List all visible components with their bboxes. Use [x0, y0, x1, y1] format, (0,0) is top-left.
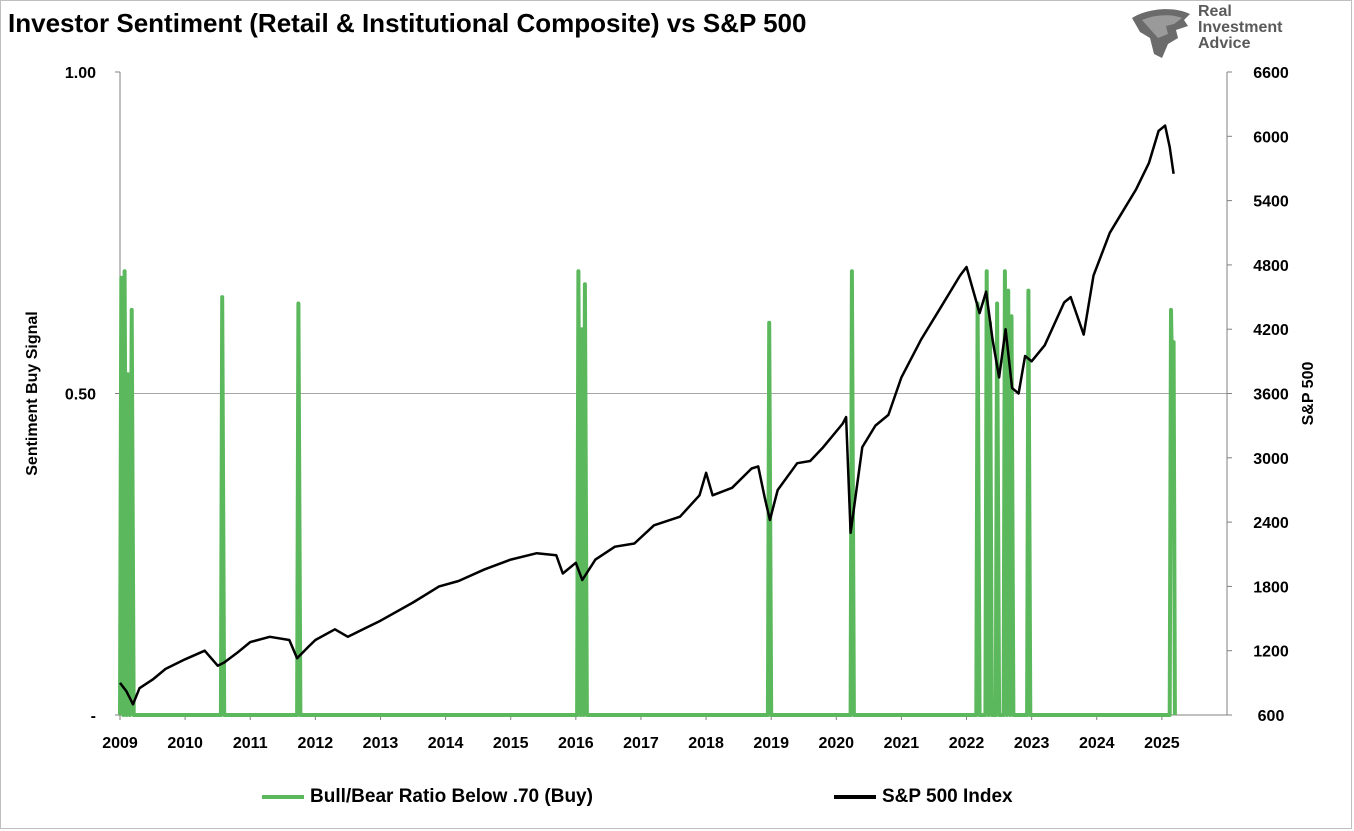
eagle-logo-icon — [1132, 9, 1190, 59]
legend-label-sp500: S&P 500 Index — [882, 786, 1013, 807]
x-tick-label: 2012 — [298, 735, 334, 752]
right-tick-label: 4800 — [1253, 258, 1289, 275]
logo-line2: Investment — [1198, 19, 1283, 36]
chart-title: Investor Sentiment (Retail & Institution… — [8, 8, 807, 38]
right-tick-label: 3000 — [1253, 451, 1289, 468]
x-tick-label: 2018 — [688, 735, 724, 752]
legend-item-sp500: S&P 500 Index — [834, 786, 1013, 808]
legend-label-buy-signal: Bull/Bear Ratio Below .70 (Buy) — [310, 786, 593, 807]
x-tick-label: 2021 — [884, 735, 920, 752]
y-axis-right-title: S&P 500 — [1300, 362, 1317, 426]
right-tick-label: 1800 — [1253, 579, 1289, 596]
chart-plot: 1.00 0.50 - 6600 6000 5400 4800 4200 3600 3000 240… — [24, 65, 1317, 752]
x-tick-label: 2017 — [623, 735, 659, 752]
y-axis-left-title: Sentiment Buy Signal — [24, 311, 41, 475]
right-tick-label: 3600 — [1253, 387, 1289, 404]
legend-item-buy-signal: Bull/Bear Ratio Below .70 (Buy) — [262, 786, 593, 808]
legend-swatch-black — [834, 795, 876, 799]
right-tick-label: 1200 — [1253, 644, 1289, 661]
x-tick-label: 2015 — [493, 735, 529, 752]
right-tick-label: 6600 — [1253, 65, 1289, 82]
x-tick-label: 2023 — [1014, 735, 1050, 752]
left-tick-label: - — [91, 708, 96, 725]
series-buy-signal-line — [118, 269, 1177, 717]
left-tick-label: 0.50 — [65, 387, 96, 404]
x-tick-label: 2011 — [233, 735, 268, 752]
series-sp500-line — [119, 124, 1175, 706]
x-tick-label: 2014 — [428, 735, 464, 752]
x-tick-label: 2019 — [753, 735, 789, 752]
logo-text: Real Investment Advice — [1198, 4, 1282, 52]
x-tick-label: 2024 — [1079, 735, 1115, 752]
x-tick-label: 2013 — [363, 735, 399, 752]
x-tick-label: 2010 — [167, 735, 203, 752]
right-tick-label: 6000 — [1253, 129, 1289, 146]
x-tick-label: 2025 — [1144, 735, 1180, 752]
x-tick-label: 2020 — [818, 735, 854, 752]
right-tick-label: 2400 — [1253, 515, 1289, 532]
x-tick-label: 2022 — [949, 735, 985, 752]
right-tick-label: 600 — [1258, 708, 1285, 725]
logo-line1: Real — [1198, 3, 1232, 20]
x-tick-label: 2016 — [558, 735, 594, 752]
x-tick-label: 2009 — [102, 735, 138, 752]
logo-line3: Advice — [1198, 35, 1251, 52]
right-tick-label: 4200 — [1253, 322, 1289, 339]
left-tick-label: 1.00 — [65, 65, 96, 82]
right-tick-label: 5400 — [1253, 194, 1289, 211]
legend-swatch-green — [262, 795, 304, 799]
